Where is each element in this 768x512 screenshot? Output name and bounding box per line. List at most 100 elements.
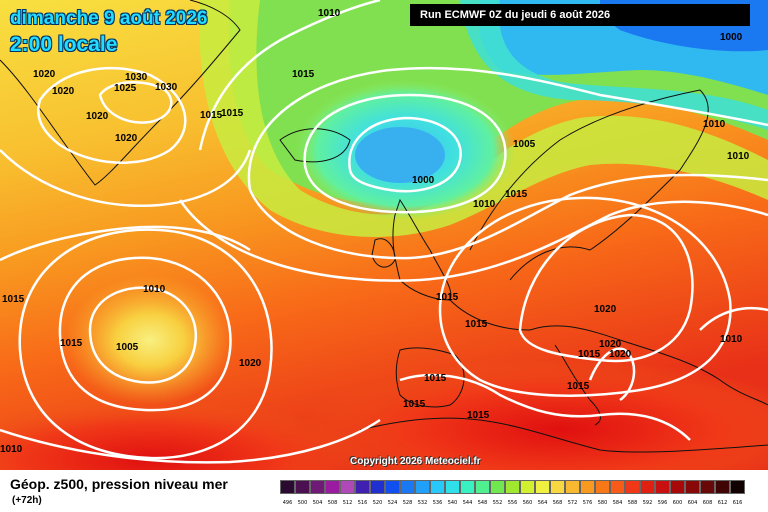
isobar-1020-europe (518, 213, 694, 363)
pressure-label: 1020 (115, 133, 138, 144)
isobar-1015-east (588, 347, 636, 402)
isobar-1015-high (58, 256, 232, 412)
coast-scandinavia (469, 89, 709, 281)
pressure-label: 1020 (594, 304, 617, 315)
scale-swatch (550, 480, 565, 494)
isobar-1015-med (399, 373, 691, 441)
coast-europe (449, 299, 768, 406)
scale-tick-label: 532 (417, 500, 428, 506)
scale-tick-label: 540 (447, 500, 458, 506)
scale-swatch (640, 480, 655, 494)
scale-swatch (535, 480, 550, 494)
pressure-label: 1010 (727, 151, 750, 162)
scale-tick-label: 584 (612, 500, 623, 506)
scale-tick-label: 560 (522, 500, 533, 506)
scale-tick-label: 564 (537, 500, 548, 506)
scale-swatch (565, 480, 580, 494)
scale-swatch (505, 480, 520, 494)
forecast-date: dimanche 9 août 2026 (10, 8, 208, 29)
isobar-1015-north (198, 0, 381, 151)
isobar-1010-north-loop (248, 173, 768, 260)
isobar-1015-europe (438, 196, 732, 397)
pressure-label: 1025 (114, 83, 137, 94)
pressure-label: 1015 (403, 399, 426, 410)
scale-swatch (625, 480, 640, 494)
pressure-label: 1030 (155, 82, 178, 93)
scale-tick-label: 516 (357, 500, 368, 506)
scale-swatch (685, 480, 700, 494)
scale-tick-label: 536 (432, 500, 443, 506)
pressure-label: 1015 (505, 189, 528, 200)
pressure-label: 1015 (567, 381, 590, 392)
scale-swatch (610, 480, 625, 494)
scale-swatch (445, 480, 460, 494)
field-high-cell (65, 275, 235, 405)
pressure-label: 1010 (720, 334, 743, 345)
scale-tick-label: 556 (507, 500, 518, 506)
field-low-core (355, 127, 445, 183)
geopotential-map: 1010 1020 1020 1030 1025 1030 1020 1020 … (0, 0, 768, 470)
scale-swatch (280, 480, 295, 494)
pressure-label: 1015 (578, 349, 601, 360)
scale-swatch (700, 480, 715, 494)
isobar-1020-high (18, 228, 273, 460)
scale-tick-label: 548 (477, 500, 488, 506)
scale-tick-label: 612 (717, 500, 728, 506)
field-label: Géop. z500, pression niveau mer (10, 476, 228, 492)
scale-swatch (490, 480, 505, 494)
isobar-1005-low (303, 93, 507, 214)
pressure-label: 1010 (143, 284, 166, 295)
lead-time-label: (+72h) (12, 495, 42, 506)
pressure-label: 1020 (33, 69, 56, 80)
pressure-label: 1015 (221, 108, 244, 119)
scale-swatch (295, 480, 310, 494)
scale-tick-label: 512 (342, 500, 353, 506)
scale-swatch (370, 480, 385, 494)
scale-tick-label: 504 (312, 500, 323, 506)
scale-swatch (430, 480, 445, 494)
copyright-text: Copyright 2026 Meteociel.fr (350, 456, 481, 467)
pressure-label: 1020 (609, 349, 632, 360)
scale-swatch (460, 480, 475, 494)
isobar-1010-north (247, 66, 768, 191)
scale-swatch (655, 480, 670, 494)
scale-tick-label: 572 (567, 500, 578, 506)
coast-ireland (371, 238, 396, 268)
isobar-1015-west (0, 225, 251, 262)
pressure-label: 1000 (412, 175, 435, 186)
pressure-label: 1020 (52, 86, 75, 97)
scale-tick-label: 580 (597, 500, 608, 506)
pressure-label: 1015 (60, 338, 83, 349)
pressure-label: 1015 (436, 292, 459, 303)
scale-tick-label: 596 (657, 500, 668, 506)
scale-swatch (355, 480, 370, 494)
coast-iberia (395, 347, 465, 408)
scale-tick-label: 552 (492, 500, 503, 506)
scale-swatch (715, 480, 730, 494)
scale-swatch (670, 480, 685, 494)
scale-swatch (310, 480, 325, 494)
pressure-labels: 1010 1020 1020 1030 1025 1030 1020 1020 … (0, 8, 750, 455)
scale-tick-label: 496 (282, 500, 293, 506)
isobar-1000-low (348, 116, 462, 193)
scale-tick-label: 592 (642, 500, 653, 506)
scale-swatch (730, 480, 745, 494)
pressure-label: 1015 (424, 373, 447, 384)
scale-swatch (520, 480, 535, 494)
scale-swatch (415, 480, 430, 494)
scale-tick-label: 524 (387, 500, 398, 506)
pressure-label: 1000 (720, 32, 743, 43)
scale-tick-label: 604 (687, 500, 698, 506)
scale-tick-label: 508 (327, 500, 338, 506)
pressure-label: 1030 (125, 72, 148, 83)
pressure-label: 1015 (200, 110, 223, 121)
pressure-label: 1015 (467, 410, 490, 421)
pressure-label: 1010 (0, 444, 23, 455)
pressure-label: 1015 (465, 319, 488, 330)
scale-tick-label: 588 (627, 500, 638, 506)
scale-tick-label: 576 (582, 500, 593, 506)
pressure-label: 1015 (292, 69, 315, 80)
scale-tick-label: 500 (297, 500, 308, 506)
pressure-label: 1010 (703, 119, 726, 130)
isobar-1010-high (88, 286, 198, 384)
